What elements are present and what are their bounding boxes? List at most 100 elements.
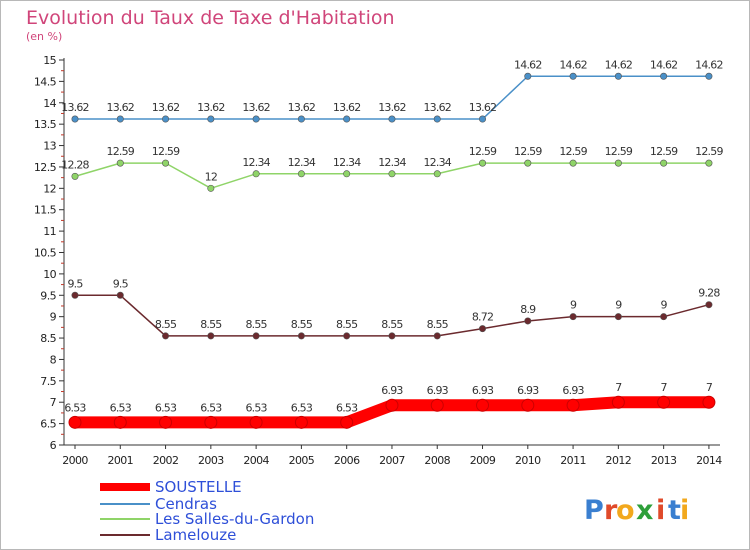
data-point [162, 115, 170, 123]
data-label: 12.59 [650, 145, 678, 158]
data-label: 9 [661, 299, 668, 312]
logo-letter: i [680, 495, 690, 526]
data-label: 14.62 [514, 58, 542, 71]
data-point [388, 115, 396, 123]
data-label: 13.62 [197, 101, 225, 114]
data-label: 8.72 [472, 311, 493, 324]
y-tick-label: 6 [50, 439, 57, 452]
data-label: 12.28 [61, 158, 89, 171]
data-point [521, 398, 535, 412]
x-tick-label: 2008 [424, 454, 450, 467]
data-label: 9 [570, 299, 577, 312]
y-tick-label: 6.5 [40, 418, 56, 431]
data-point [476, 398, 490, 412]
data-point [430, 398, 444, 412]
data-point [162, 332, 170, 340]
data-point [294, 415, 308, 429]
data-point [479, 325, 487, 333]
data-label: 13.62 [61, 101, 89, 114]
data-point [68, 415, 82, 429]
data-label: 6.93 [562, 384, 584, 397]
data-point [116, 159, 124, 167]
y-tick-label: 14.5 [34, 75, 57, 88]
data-label: 8.55 [200, 318, 222, 331]
data-point [660, 72, 668, 80]
data-label: 6.53 [291, 401, 313, 414]
data-point [116, 115, 124, 123]
data-point [297, 170, 305, 178]
legend-label-soustelle: SOUSTELLE [155, 478, 242, 496]
data-point [388, 170, 396, 178]
y-tick-label: 10 [43, 268, 56, 281]
data-label: 13.62 [333, 101, 361, 114]
logo-letter: t [668, 495, 682, 526]
x-tick-label: 2003 [198, 454, 224, 467]
x-tick-label: 2002 [153, 454, 179, 467]
data-point [614, 72, 622, 80]
legend-label-lamelouze: Lamelouze [155, 526, 236, 544]
logo-letter: i [656, 495, 666, 526]
data-label: 6.53 [110, 401, 132, 414]
logo-letter: r [604, 495, 618, 526]
data-label: 13.62 [423, 101, 451, 114]
data-point [207, 115, 215, 123]
data-point [433, 170, 441, 178]
data-point [433, 115, 441, 123]
data-point [207, 332, 215, 340]
data-point [343, 115, 351, 123]
data-label: 9 [615, 299, 622, 312]
data-label: 6.53 [64, 401, 86, 414]
data-label: 7 [615, 381, 622, 394]
data-label: 12.34 [378, 156, 406, 169]
data-label: 13.62 [288, 101, 316, 114]
x-tick-label: 2011 [560, 454, 586, 467]
y-tick-label: 13.5 [34, 118, 57, 131]
data-label: 12.59 [107, 145, 135, 158]
data-label: 13.62 [469, 101, 497, 114]
data-label: 9.5 [67, 277, 83, 290]
data-point [524, 72, 532, 80]
data-label: 13.62 [152, 101, 180, 114]
x-tick-label: 2004 [243, 454, 269, 467]
data-label: 12.59 [559, 145, 587, 158]
data-point [433, 332, 441, 340]
y-tick-label: 11 [43, 225, 56, 238]
data-point [113, 415, 127, 429]
data-point [657, 395, 671, 409]
y-tick-label: 7 [50, 396, 57, 409]
data-label: 6.93 [472, 384, 494, 397]
logo-letter: P [584, 495, 605, 526]
data-point [611, 395, 625, 409]
y-tick-label: 15 [43, 54, 56, 67]
data-label: 14.62 [559, 58, 587, 71]
data-label: 12.59 [605, 145, 633, 158]
data-point [524, 159, 532, 167]
data-point [614, 313, 622, 321]
data-point [252, 115, 260, 123]
data-point [566, 398, 580, 412]
data-label: 14.62 [650, 58, 678, 71]
data-label: 13.62 [242, 101, 270, 114]
data-point [204, 415, 218, 429]
data-label: 6.93 [381, 384, 403, 397]
data-label: 12.59 [695, 145, 723, 158]
x-tick-label: 2000 [62, 454, 88, 467]
data-point [162, 159, 170, 167]
data-label: 12.59 [514, 145, 542, 158]
x-tick-label: 2013 [651, 454, 677, 467]
y-tick-label: 14 [43, 97, 56, 110]
data-label: 8.55 [291, 318, 313, 331]
data-label: 6.53 [336, 401, 358, 414]
data-label: 6.93 [517, 384, 539, 397]
data-label: 8.55 [245, 318, 267, 331]
data-label: 12.59 [469, 145, 497, 158]
data-point [297, 332, 305, 340]
y-tick-label: 8 [50, 353, 57, 366]
data-point [705, 159, 713, 167]
data-label: 6.53 [155, 401, 177, 414]
y-tick-label: 10.5 [34, 247, 57, 260]
